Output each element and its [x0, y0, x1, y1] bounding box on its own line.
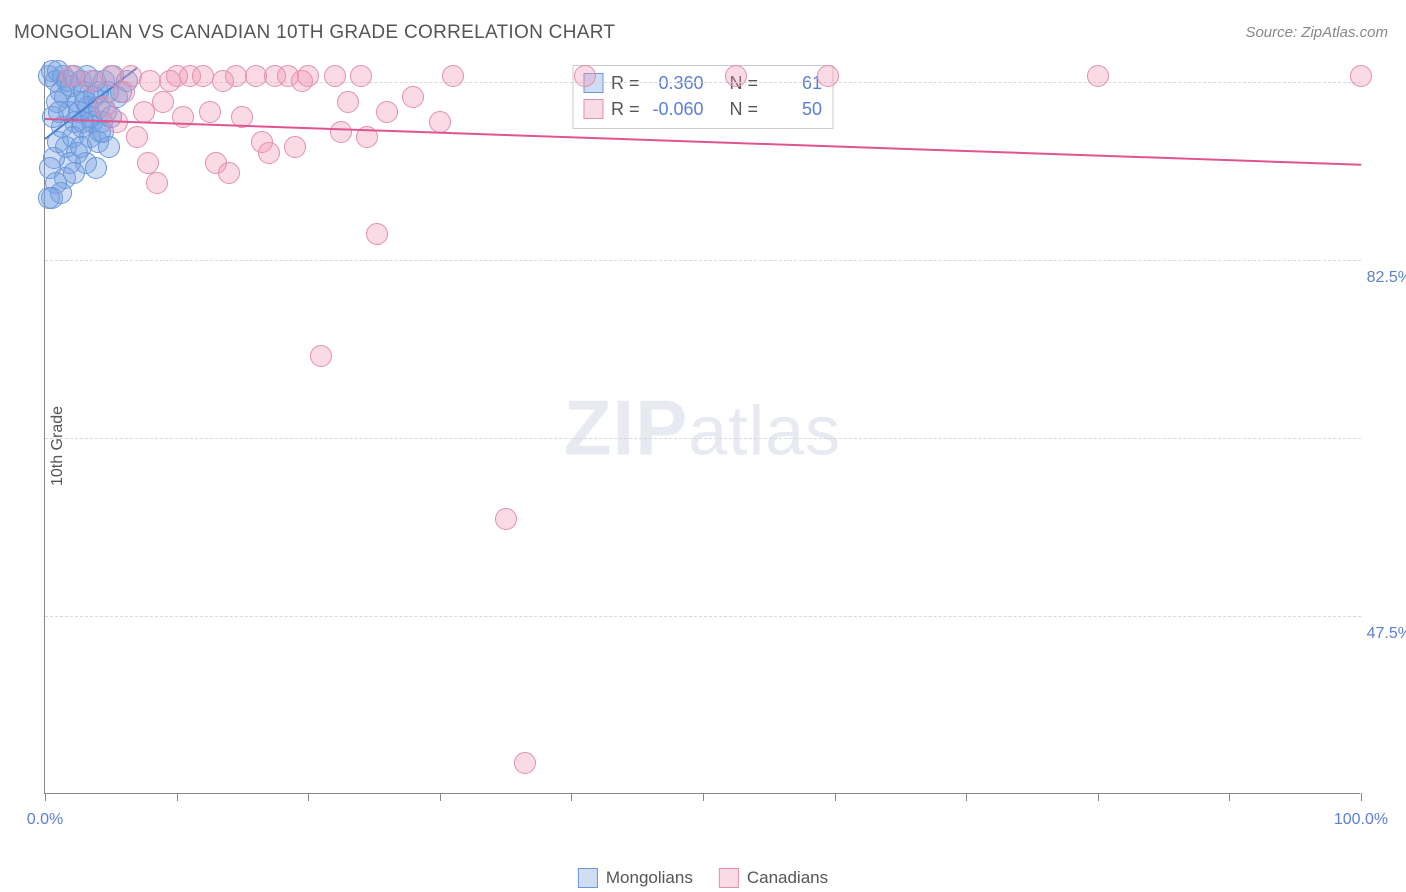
- watermark: ZIPatlas: [564, 382, 841, 473]
- gridline: [45, 438, 1361, 439]
- data-point: [245, 65, 267, 87]
- y-tick-label: 47.5%: [1367, 625, 1406, 643]
- x-tick: [1098, 793, 1099, 801]
- data-point: [725, 65, 747, 87]
- scatter-plot-area: ZIPatlas R = 0.360 N = 61 R = -0.060 N =…: [44, 62, 1360, 794]
- data-point: [324, 65, 346, 87]
- x-tick: [440, 793, 441, 801]
- data-point: [429, 111, 451, 133]
- data-point: [442, 65, 464, 87]
- x-tick-label: 0.0%: [27, 811, 63, 829]
- data-point: [1087, 65, 1109, 87]
- data-point: [98, 136, 120, 158]
- data-point: [337, 91, 359, 113]
- x-tick: [1229, 793, 1230, 801]
- data-point: [139, 70, 161, 92]
- correlation-stat-box: R = 0.360 N = 61 R = -0.060 N = 50: [572, 65, 833, 129]
- data-point: [126, 126, 148, 148]
- x-tick-label: 100.0%: [1334, 811, 1388, 829]
- legend-item: Canadians: [719, 868, 828, 888]
- data-point: [38, 187, 60, 209]
- x-tick: [45, 793, 46, 801]
- data-point: [310, 345, 332, 367]
- data-point: [574, 65, 596, 87]
- data-point: [258, 142, 280, 164]
- data-point: [1350, 65, 1372, 87]
- data-point: [330, 121, 352, 143]
- stat-value: 50: [766, 96, 822, 122]
- legend-label: Mongolians: [606, 868, 693, 888]
- legend-label: Canadians: [747, 868, 828, 888]
- data-point: [146, 172, 168, 194]
- data-point: [133, 101, 155, 123]
- series-swatch: [578, 868, 598, 888]
- x-tick: [703, 793, 704, 801]
- data-point: [495, 508, 517, 530]
- gridline: [45, 260, 1361, 261]
- data-point: [225, 65, 247, 87]
- data-point: [297, 65, 319, 87]
- data-point: [152, 91, 174, 113]
- data-point: [85, 157, 107, 179]
- series-swatch: [719, 868, 739, 888]
- data-point: [402, 86, 424, 108]
- data-point: [376, 101, 398, 123]
- x-tick: [966, 793, 967, 801]
- data-point: [159, 70, 181, 92]
- data-point: [284, 136, 306, 158]
- x-tick: [571, 793, 572, 801]
- x-tick: [177, 793, 178, 801]
- data-point: [60, 65, 82, 87]
- stat-label: N =: [730, 96, 759, 122]
- data-point: [120, 65, 142, 87]
- data-point: [218, 162, 240, 184]
- data-point: [137, 152, 159, 174]
- stat-label: R =: [611, 96, 640, 122]
- data-point: [514, 752, 536, 774]
- data-point: [350, 65, 372, 87]
- stat-row: R = -0.060 N = 50: [583, 96, 822, 122]
- legend-item: Mongolians: [578, 868, 693, 888]
- data-point: [366, 223, 388, 245]
- x-tick: [835, 793, 836, 801]
- chart-title: MONGOLIAN VS CANADIAN 10TH GRADE CORRELA…: [14, 22, 615, 44]
- data-point: [199, 101, 221, 123]
- stat-value: -0.060: [648, 96, 704, 122]
- data-point: [63, 162, 85, 184]
- data-point: [817, 65, 839, 87]
- x-tick: [1361, 793, 1362, 801]
- gridline: [45, 616, 1361, 617]
- series-swatch: [583, 99, 603, 119]
- y-tick-label: 82.5%: [1367, 269, 1406, 287]
- data-point: [192, 65, 214, 87]
- source-attribution: Source: ZipAtlas.com: [1245, 24, 1388, 41]
- x-tick: [308, 793, 309, 801]
- data-point: [80, 70, 102, 92]
- bottom-legend: Mongolians Canadians: [578, 868, 828, 888]
